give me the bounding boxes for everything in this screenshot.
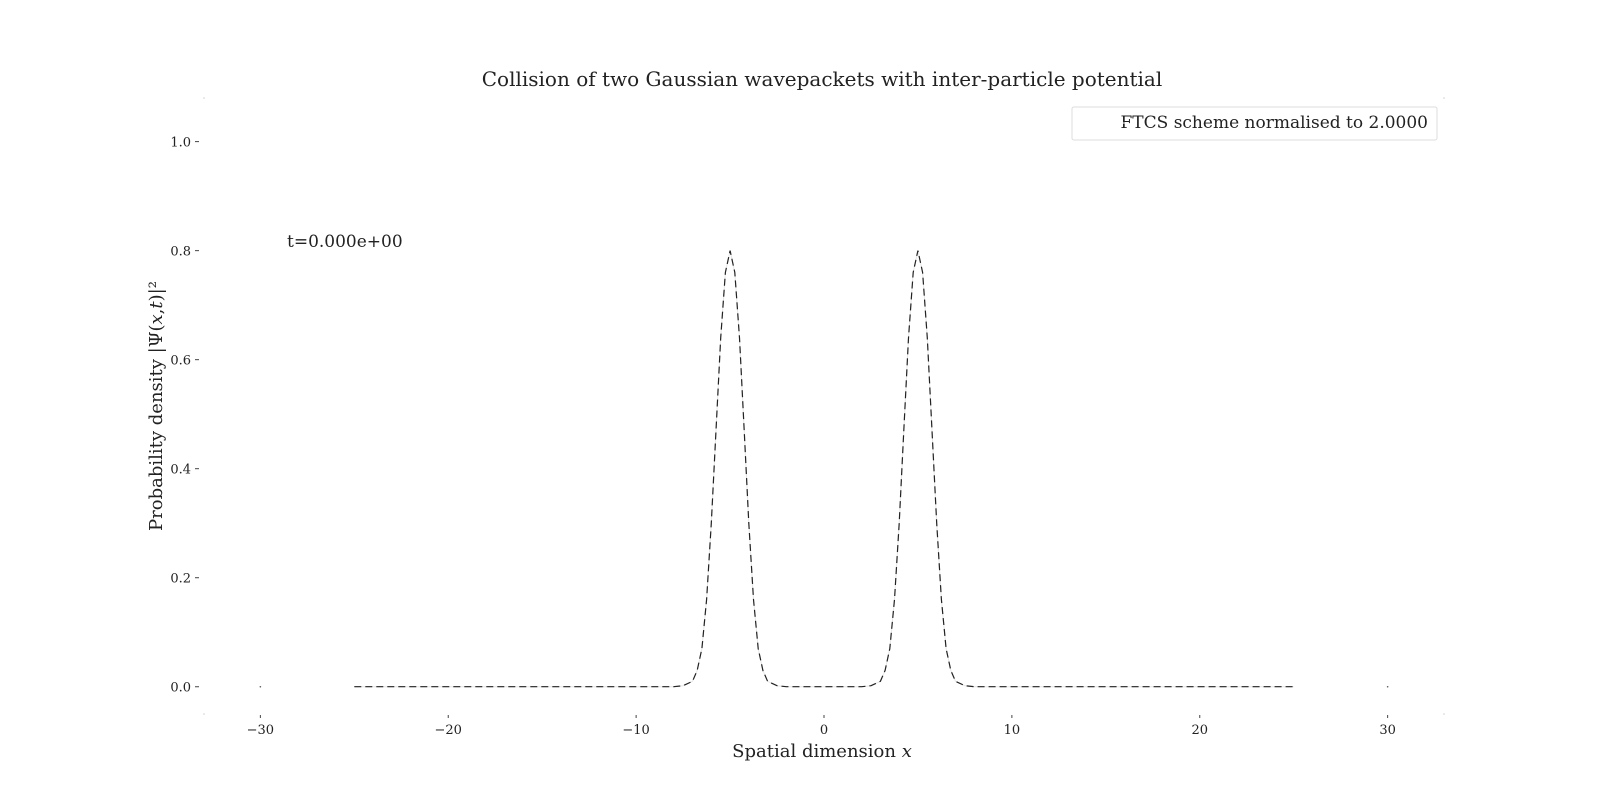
y-tick-label: 0.4	[170, 463, 191, 478]
x-axis-label-text: Spatial dimension	[732, 741, 902, 762]
x-tick-label: 30	[1379, 723, 1396, 738]
x-tick-label: −10	[622, 723, 649, 738]
x-axis-label: Spatial dimension x	[732, 741, 912, 762]
y-tick-label: 0.2	[170, 572, 191, 587]
legend-box	[1071, 106, 1438, 141]
frame-corner-mark	[203, 97, 205, 99]
x-tick-label: −30	[247, 723, 274, 738]
series-layer	[259, 250, 1389, 688]
y-tick-label: 0.0	[170, 681, 191, 696]
y-tick-label: 0.6	[170, 354, 191, 369]
legend: FTCS scheme normalised to 2.0000	[1071, 106, 1438, 141]
time-annotation: t=0.000e+00	[287, 232, 403, 252]
frame-corner-mark	[203, 713, 205, 715]
chart-title: Collision of two Gaussian wavepackets wi…	[482, 67, 1163, 91]
plot-frame	[203, 97, 1445, 715]
x-axis-label-var: x	[902, 741, 912, 762]
y-tick-label: 0.8	[170, 245, 191, 260]
x-tick-label: 0	[820, 723, 828, 738]
y-axis-label: Probability density |Ψ(x,t)|²	[146, 281, 167, 531]
x-tick-label: 20	[1191, 723, 1208, 738]
y-axis-ticks: 0.0 0.2 0.4 0.6 0.8 1.0	[170, 136, 199, 696]
frame-corner-mark	[1443, 97, 1445, 99]
series-line	[354, 250, 1294, 688]
legend-entry-label: FTCS scheme normalised to 2.0000	[1121, 113, 1429, 133]
series-baseline-line	[354, 250, 1294, 688]
y-tick-label: 1.0	[170, 136, 191, 151]
axis-end-dot	[259, 685, 262, 688]
frame-corner-mark	[1443, 713, 1445, 715]
x-tick-label: −20	[435, 723, 462, 738]
axis-end-dot	[1386, 685, 1389, 688]
x-axis-ticks: −30 −20 −10 0 10 20 30	[247, 715, 1396, 738]
x-tick-label: 10	[1004, 723, 1021, 738]
